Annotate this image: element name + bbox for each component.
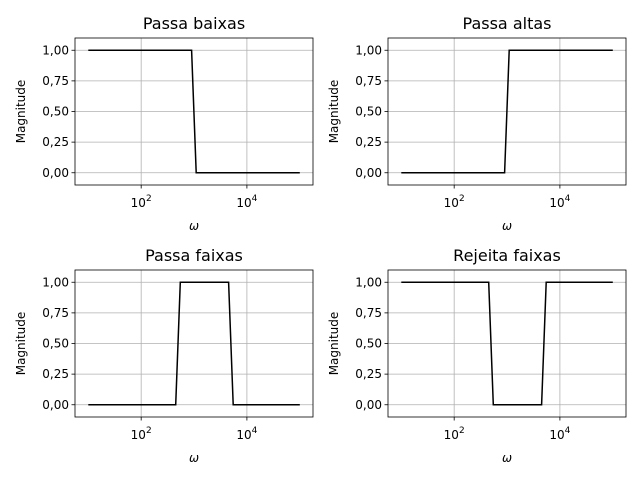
x-tick-label-1: 102 [444,194,465,210]
x-tick-label-2: 104 [236,426,257,442]
subplot-3: 0,00 0,25 0,50 0,75 1,00 102 104 Passa faixas ω M… [14,246,314,465]
x-axis-label: ω [189,219,199,233]
subplot-4: 0,00 0,25 0,50 0,75 1,00 102 104 Rejeita faixas… [327,246,627,465]
x-tick-label-2: 104 [236,194,257,210]
x-tick-label-1: 102 [444,426,465,442]
y-tick-label-1: 0,00 [355,166,382,180]
y-tick-label-3: 0,50 [42,337,69,351]
series-line-1 [401,49,613,174]
subplot-title: Rejeita faixas [453,246,561,265]
y-tick-label-1: 0,00 [42,166,69,180]
series-line-1 [88,49,300,174]
y-tick-label-4: 0,75 [42,74,69,88]
y-tick-label-4: 0,75 [355,74,382,88]
y-axis-label: Magnitude [14,80,28,144]
x-tick-label-1: 102 [131,426,152,442]
x-axis-label: ω [502,219,512,233]
x-axis-label: ω [502,451,512,465]
subplot-title: Passa baixas [143,14,245,33]
y-tick-label-5: 1,00 [42,43,69,57]
x-tick-label-2: 104 [549,426,570,442]
y-tick-label-3: 0,50 [42,105,69,119]
y-tick-label-4: 0,75 [355,306,382,320]
y-tick-label-1: 0,00 [42,398,69,412]
y-axis-label: Magnitude [327,312,341,376]
y-tick-label-2: 0,25 [42,367,69,381]
series-line-1 [401,281,613,406]
y-tick-label-3: 0,50 [355,337,382,351]
y-tick-label-5: 1,00 [42,275,69,289]
subplot-title: Passa altas [463,14,552,33]
y-tick-label-1: 0,00 [355,398,382,412]
y-tick-label-4: 0,75 [42,306,69,320]
y-tick-label-2: 0,25 [355,135,382,149]
y-tick-label-5: 1,00 [355,43,382,57]
y-tick-label-5: 1,00 [355,275,382,289]
y-tick-label-2: 0,25 [42,135,69,149]
series-line-1 [88,281,300,406]
subplot-title: Passa faixas [145,246,243,265]
x-tick-label-1: 102 [131,194,152,210]
subplot-1: 0,00 0,25 0,50 0,75 1,00 102 104 Passa baixas ω M… [14,14,314,233]
y-tick-label-3: 0,50 [355,105,382,119]
y-axis-label: Magnitude [14,312,28,376]
x-axis-label: ω [189,451,199,465]
y-tick-label-2: 0,25 [355,367,382,381]
y-axis-label: Magnitude [327,80,341,144]
subplot-2: 0,00 0,25 0,50 0,75 1,00 102 104 Passa altas ω Ma… [327,14,627,233]
x-tick-label-2: 104 [549,194,570,210]
